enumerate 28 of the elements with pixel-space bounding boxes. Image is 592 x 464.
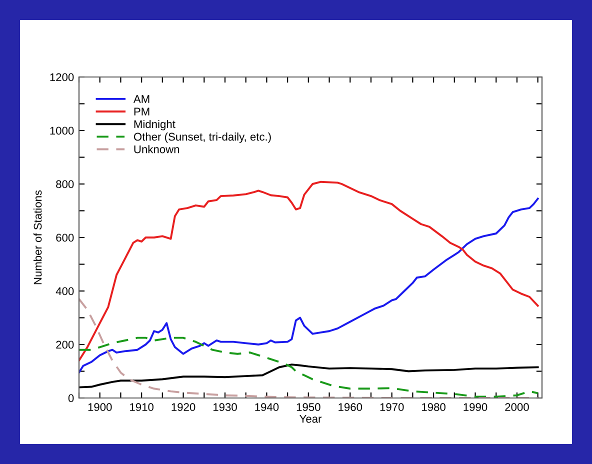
y-axis-title: Number of Stations — [34, 190, 42, 284]
x-tick-label: 1960 — [338, 403, 362, 412]
x-tick-label: 1950 — [296, 403, 320, 412]
y-tick-label: 1200 — [50, 73, 74, 82]
legend-label: AM — [133, 95, 150, 103]
x-tick-label: 1980 — [422, 403, 446, 412]
y-tick-label: 0 — [68, 394, 74, 402]
x-tick-label: 2000 — [505, 403, 529, 412]
x-tick-label: 1900 — [88, 403, 112, 412]
x-tick-label: 1910 — [130, 403, 154, 412]
x-tick-label: 1930 — [213, 403, 237, 412]
x-tick-label: 1970 — [380, 403, 404, 412]
legend-label: PM — [134, 108, 150, 116]
line-series — [79, 298, 539, 398]
y-tick-label: 600 — [56, 234, 74, 242]
y-tick-label: 800 — [56, 180, 74, 188]
y-tick-label: 1000 — [50, 126, 74, 135]
line-series — [79, 336, 539, 398]
x-tick-label: 1990 — [464, 403, 488, 412]
x-axis-title: Year — [300, 415, 322, 423]
line-series — [79, 364, 539, 388]
y-tick-label: 400 — [56, 287, 74, 296]
x-tick-label: 1920 — [172, 403, 196, 412]
legend-label: Midnight — [134, 120, 176, 130]
legend-label: Unknown — [134, 145, 180, 154]
x-tick-label: 1940 — [255, 403, 279, 412]
y-tick-label: 200 — [56, 340, 74, 349]
legend-label: Other (Sunset, tri-daily, etc.) — [134, 132, 271, 143]
